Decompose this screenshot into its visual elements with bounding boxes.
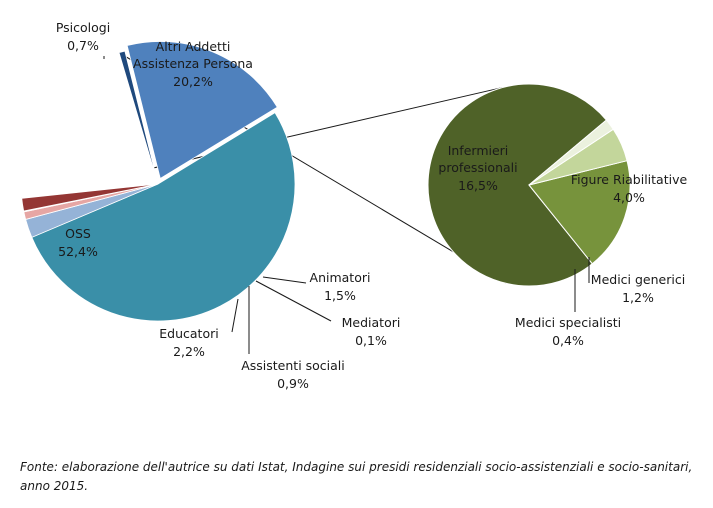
leader-line-mediatori (255, 280, 332, 322)
slice-label-medici-generici: Medici generici (591, 272, 685, 287)
slice-value-psicologi: 0,7% (67, 38, 99, 53)
pie-slice-sanitari-aggregato (20, 52, 158, 199)
slice-value-mediatori: 0,1% (355, 333, 387, 348)
slice-label-infermieri-professionali: professionali (438, 160, 517, 175)
slice-label-figure-riabilitative: Figure Riabilitative (571, 172, 688, 187)
pie-slice-figure-riabilitative (528, 160, 631, 265)
primary-pie (20, 41, 296, 322)
pie-of-pie-chart: Altri Addetti Assistenza Persona 20,2% OSS 5… (20, 20, 688, 391)
slice-label-oss: OSS (65, 226, 91, 241)
slice-value-animatori: 1,5% (324, 288, 356, 303)
slice-value-educatori: 2,2% (173, 344, 205, 359)
leader-line-animatori (262, 276, 307, 284)
slice-value-figure-riabilitative: 4,0% (613, 190, 645, 205)
slice-label-mediatori: Mediatori (342, 315, 401, 330)
data-labels: Altri Addetti Assistenza Persona 20,2% OSS 5… (56, 20, 688, 391)
slice-label-assistenti-sociali: Assistenti sociali (241, 358, 345, 373)
secondary-pie (427, 83, 631, 287)
pie-slice-psicologi (118, 50, 159, 185)
slice-label-medici-specialisti: Medici specialisti (515, 315, 621, 330)
pie-slice-medici-specialisti (528, 119, 614, 186)
slice-label-animatori: Animatori (310, 270, 371, 285)
slice-value-oss: 52,4% (58, 244, 98, 259)
leader-line-educatori (231, 298, 239, 333)
pie-slice-animatori (21, 183, 159, 212)
slice-label-altri-addetti-assistenza-persona: Altri Addetti (156, 39, 231, 54)
slice-label-psicologi: Psicologi (56, 20, 110, 35)
slice-value-altri-addetti-assistenza-persona: 20,2% (173, 74, 213, 89)
pie-slice-altri-addetti-assistenza-persona (126, 41, 278, 180)
pie-slice-infermieri-professionali (427, 83, 608, 287)
slice-value-medici-generici: 1,2% (622, 290, 654, 305)
slice-label-altri-addetti-assistenza-persona: Assistenza Persona (133, 56, 253, 71)
slice-label-infermieri-professionali: Infermieri (448, 143, 509, 158)
slice-value-assistenti-sociali: 0,9% (277, 376, 309, 391)
slice-value-infermieri-professionali: 16,5% (458, 178, 498, 193)
source-note: Fonte: elaborazione dell'autrice su dati… (20, 460, 693, 493)
slice-value-medici-specialisti: 0,4% (552, 333, 584, 348)
slice-label-educatori: Educatori (159, 326, 218, 341)
pie-slice-oss (31, 112, 296, 322)
